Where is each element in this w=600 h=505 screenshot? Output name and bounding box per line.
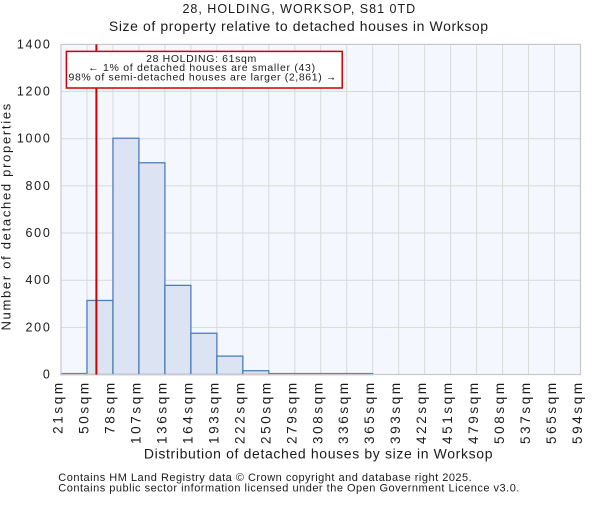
svg-text:336sqm: 336sqm — [336, 380, 351, 444]
svg-text:164sqm: 164sqm — [180, 380, 195, 444]
svg-text:279sqm: 279sqm — [284, 380, 299, 444]
svg-text:193sqm: 193sqm — [206, 380, 221, 444]
svg-text:50sqm: 50sqm — [76, 380, 91, 434]
svg-text:136sqm: 136sqm — [154, 380, 169, 444]
svg-text:800: 800 — [26, 179, 52, 193]
svg-text:107sqm: 107sqm — [128, 380, 143, 444]
svg-text:422sqm: 422sqm — [414, 380, 429, 444]
svg-text:222sqm: 222sqm — [232, 380, 247, 444]
svg-text:Distribution of detached house: Distribution of detached houses by size … — [144, 446, 493, 462]
svg-text:98% of semi-detached houses ar: 98% of semi-detached houses are larger (… — [69, 72, 337, 84]
svg-text:451sqm: 451sqm — [440, 380, 455, 444]
svg-text:565sqm: 565sqm — [544, 380, 559, 444]
svg-text:308sqm: 308sqm — [310, 380, 325, 444]
svg-text:1400: 1400 — [17, 37, 52, 51]
svg-text:Size of property relative to d: Size of property relative to detached ho… — [109, 18, 489, 34]
svg-text:28, HOLDING, WORKSOP, S81 0TD: 28, HOLDING, WORKSOP, S81 0TD — [182, 2, 416, 16]
svg-text:78sqm: 78sqm — [102, 380, 117, 434]
svg-text:21sqm: 21sqm — [51, 380, 66, 434]
svg-text:393sqm: 393sqm — [388, 380, 403, 444]
svg-text:Contains HM Land Registry data: Contains HM Land Registry data © Crown c… — [58, 472, 472, 484]
svg-text:594sqm: 594sqm — [570, 380, 585, 444]
svg-text:Contains public sector informa: Contains public sector information licen… — [58, 482, 520, 494]
svg-text:537sqm: 537sqm — [518, 380, 533, 444]
svg-text:← 1% of detached houses are sm: ← 1% of detached houses are smaller (43) — [88, 62, 316, 74]
svg-text:0: 0 — [43, 368, 52, 382]
svg-text:28 HOLDING: 61sqm: 28 HOLDING: 61sqm — [146, 53, 257, 65]
svg-text:1200: 1200 — [17, 85, 52, 99]
svg-text:200: 200 — [26, 320, 52, 334]
svg-text:250sqm: 250sqm — [258, 380, 273, 444]
svg-text:600: 600 — [26, 226, 52, 240]
svg-text:400: 400 — [26, 273, 52, 287]
svg-text:508sqm: 508sqm — [492, 380, 507, 444]
svg-text:365sqm: 365sqm — [362, 380, 377, 444]
svg-text:479sqm: 479sqm — [466, 380, 481, 444]
svg-text:1000: 1000 — [17, 132, 52, 146]
svg-text:Number of detached properties: Number of detached properties — [0, 102, 14, 331]
